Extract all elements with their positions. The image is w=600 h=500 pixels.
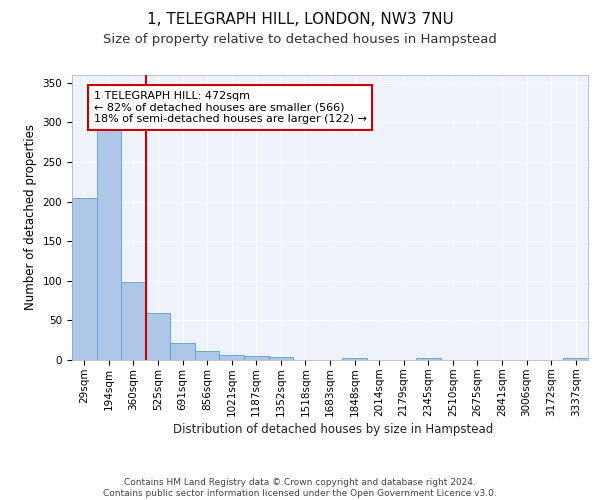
Bar bbox=[121, 282, 146, 360]
Text: 1 TELEGRAPH HILL: 472sqm
← 82% of detached houses are smaller (566)
18% of semi-: 1 TELEGRAPH HILL: 472sqm ← 82% of detach… bbox=[94, 91, 367, 124]
Text: 1, TELEGRAPH HILL, LONDON, NW3 7NU: 1, TELEGRAPH HILL, LONDON, NW3 7NU bbox=[146, 12, 454, 28]
Bar bbox=[220, 355, 244, 360]
Bar bbox=[195, 352, 220, 360]
Bar bbox=[342, 358, 367, 360]
Text: Contains HM Land Registry data © Crown copyright and database right 2024.
Contai: Contains HM Land Registry data © Crown c… bbox=[103, 478, 497, 498]
Bar bbox=[244, 356, 269, 360]
Y-axis label: Number of detached properties: Number of detached properties bbox=[24, 124, 37, 310]
Bar bbox=[146, 312, 170, 360]
Bar bbox=[416, 358, 440, 360]
Bar bbox=[97, 130, 121, 360]
Text: Distribution of detached houses by size in Hampstead: Distribution of detached houses by size … bbox=[173, 422, 493, 436]
Bar bbox=[170, 344, 195, 360]
Bar bbox=[269, 357, 293, 360]
Bar bbox=[563, 358, 588, 360]
Bar bbox=[72, 198, 97, 360]
Text: Size of property relative to detached houses in Hampstead: Size of property relative to detached ho… bbox=[103, 32, 497, 46]
